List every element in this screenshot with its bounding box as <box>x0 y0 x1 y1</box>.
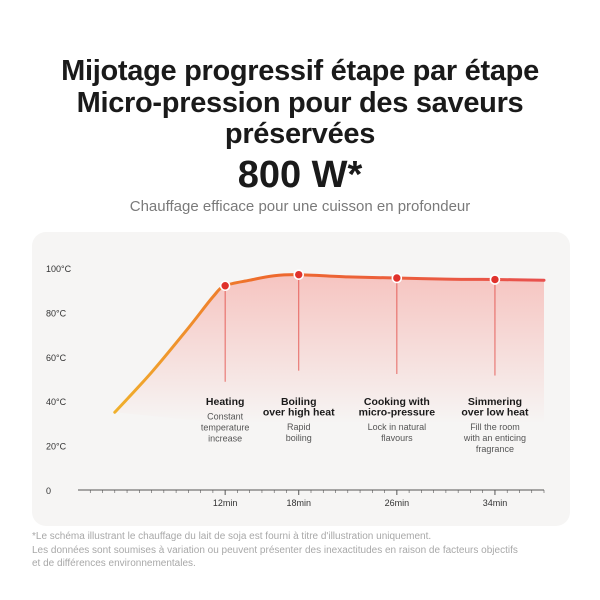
stage-title: over high heat <box>263 407 335 419</box>
stage-description: Constant <box>207 412 244 422</box>
y-tick-label: 0 <box>46 486 51 496</box>
footnote-line-3: et de différences environnementales. <box>32 558 196 569</box>
temperature-curve <box>113 273 546 414</box>
stage-marker <box>293 269 305 280</box>
power-rating: 800 W* <box>237 154 363 196</box>
stage-description: Lock in natural <box>368 422 427 432</box>
stage-title: Cooking with <box>364 396 430 408</box>
y-tick-label: 60°C <box>46 353 67 363</box>
subtitle: Chauffage efficace pour une cuisson en p… <box>129 198 471 215</box>
x-tick-label: 26min <box>385 498 410 508</box>
stage-marker <box>219 280 231 292</box>
stage-description: flavours <box>381 433 413 443</box>
y-tick-label: 80°C <box>46 308 67 318</box>
x-tick-label: 34min <box>483 498 508 508</box>
x-tick-label: 12min <box>213 498 238 508</box>
stage-description: Rapid <box>287 422 311 432</box>
temperature-chart: 100°C 80°C 60°C 40°C 20°C 0 12min 18min 26min 34m… <box>46 264 546 508</box>
stage-description: increase <box>208 434 242 444</box>
footnote: *Le schéma illustrant le chauffage du la… <box>32 530 572 571</box>
footnote-line-2: Les données sont soumises à variation ou… <box>32 544 518 556</box>
stage-title: Simmering <box>468 396 522 408</box>
footnote-line-1: *Le schéma illustrant le chauffage du la… <box>32 531 432 542</box>
stage-marker <box>391 272 403 284</box>
y-tick-label: 100°C <box>46 264 72 274</box>
stage-description: with an enticing <box>463 433 526 443</box>
stage-title: micro-pressure <box>359 407 436 419</box>
x-tick-label: 18min <box>286 498 311 508</box>
headline-line-1: Mijotage progressif étape par étape <box>61 55 539 87</box>
stage-description: temperature <box>201 423 250 433</box>
stage-description: boiling <box>286 433 312 443</box>
y-tick-label: 20°C <box>46 442 67 452</box>
headline-line-2: Micro-pression pour des saveurs <box>76 87 524 119</box>
y-tick-label: 40°C <box>46 397 67 407</box>
chart-card: 100°C 80°C 60°C 40°C 20°C 0 12min 18min 26min 34m… <box>32 232 570 526</box>
stage-title: over low heat <box>461 407 529 419</box>
stage-description: fragrance <box>476 444 514 454</box>
stage-description: Fill the room <box>470 422 520 432</box>
stage-marker <box>489 274 501 285</box>
headline-line-3: préservées <box>224 118 376 150</box>
area-fill <box>114 274 544 424</box>
stage-title: Boiling <box>281 396 317 408</box>
stage-title: Heating <box>206 396 245 408</box>
